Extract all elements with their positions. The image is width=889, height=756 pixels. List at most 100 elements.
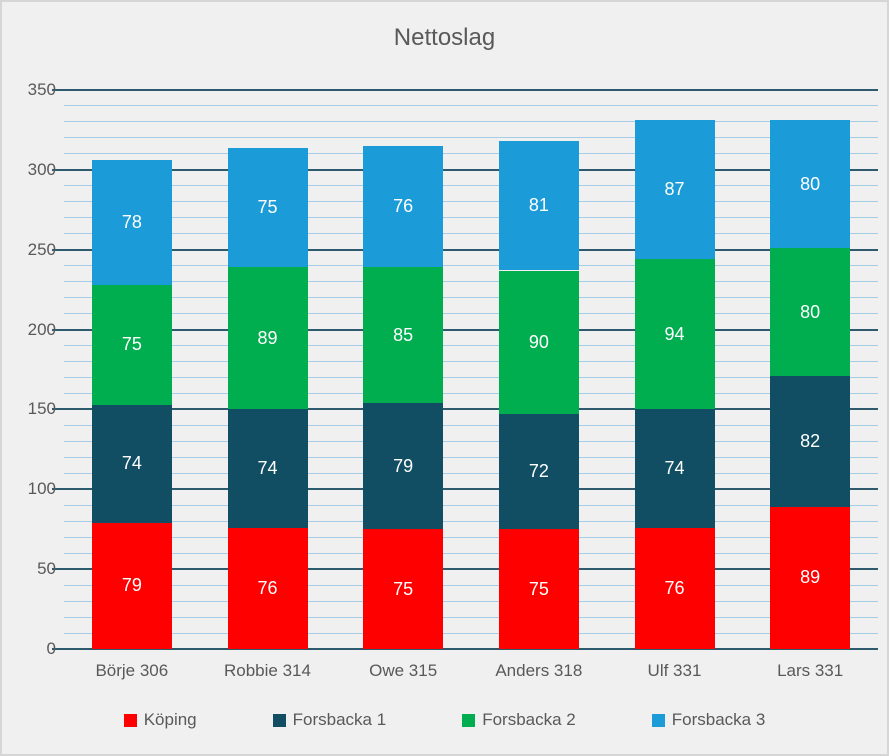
major-gridline [52, 488, 878, 491]
bar-segment[interactable]: 75 [91, 284, 172, 405]
minor-gridline [64, 377, 878, 378]
bar-segment[interactable]: 76 [227, 527, 308, 649]
data-label: 75 [528, 578, 549, 599]
bar-segment[interactable]: 90 [498, 270, 579, 415]
major-gridline [52, 248, 878, 251]
minor-gridline [64, 536, 878, 538]
data-label: 80 [800, 301, 821, 322]
minor-gridline [64, 201, 878, 203]
data-label: 81 [528, 195, 549, 216]
minor-gridline [64, 504, 878, 506]
data-label: 87 [664, 179, 685, 200]
bar-segment[interactable]: 75 [498, 529, 579, 649]
minor-gridline [64, 281, 878, 283]
legend-swatch-icon [462, 713, 476, 727]
major-gridline [52, 408, 878, 411]
data-label: 75 [257, 196, 278, 217]
major-gridline [52, 648, 878, 650]
legend-label: Köping [143, 710, 197, 729]
major-gridline [52, 168, 878, 171]
x-tick-label: Lars 331 [777, 661, 844, 680]
bar-segment[interactable]: 74 [227, 409, 308, 528]
minor-gridline [64, 424, 878, 426]
minor-gridline [64, 153, 878, 155]
legend-label: Forsbacka 3 [671, 710, 766, 729]
legend-item[interactable]: Köping [123, 710, 197, 730]
legend-swatch-icon [272, 713, 286, 727]
legend-swatch-icon [123, 713, 137, 727]
legend-item[interactable]: Forsbacka 3 [651, 710, 766, 730]
y-tick-label: 100 [27, 479, 56, 499]
bar-segment[interactable]: 76 [634, 527, 715, 649]
y-tick-label: 350 [27, 80, 56, 99]
data-label: 89 [257, 327, 278, 348]
minor-gridline [64, 552, 878, 554]
minor-gridline [64, 456, 878, 458]
x-tick-label: Robbie 314 [224, 661, 311, 680]
x-tick-label: Börje 306 [95, 661, 169, 680]
minor-gridline [64, 265, 878, 267]
minor-gridline [64, 632, 878, 634]
bar-segment[interactable]: 74 [634, 409, 715, 528]
minor-gridline [64, 392, 878, 394]
bar-segment[interactable]: 81 [498, 141, 579, 271]
x-tick-label: Ulf 331 [647, 661, 702, 680]
bar-segment[interactable]: 89 [770, 506, 851, 649]
y-tick-label: 200 [27, 319, 56, 339]
x-tick-label: Owe 315 [369, 661, 438, 680]
data-label: 78 [121, 212, 142, 233]
y-tick-label: 50 [37, 559, 56, 579]
minor-gridline [64, 137, 878, 139]
data-label: 75 [121, 334, 142, 355]
bar-segment[interactable]: 82 [770, 375, 851, 507]
bar-segment[interactable]: 76 [363, 145, 444, 268]
data-label: 85 [393, 324, 414, 345]
bar-segment[interactable]: 94 [634, 259, 715, 410]
minor-gridline [64, 313, 878, 315]
data-label: 76 [257, 577, 278, 598]
data-label: 74 [121, 453, 142, 474]
bar-segment[interactable]: 79 [91, 522, 172, 649]
legend-item[interactable]: Forsbacka 1 [272, 710, 387, 730]
bar-segment[interactable]: 85 [363, 267, 444, 404]
data-label: 79 [121, 575, 142, 596]
plot-area[interactable]: 0 50 100 150 200 250 300 350 79 74 75 78 76 74 89 75 75 7… [28, 80, 878, 658]
data-label: 79 [393, 455, 414, 476]
bar-segment[interactable]: 74 [91, 404, 172, 523]
data-label: 82 [800, 430, 821, 451]
major-gridline [52, 328, 878, 331]
minor-gridline [64, 297, 878, 299]
major-gridline [52, 89, 878, 91]
bar-segment[interactable]: 75 [227, 147, 308, 268]
legend-label: Forsbacka 1 [292, 710, 387, 729]
bar-segment[interactable]: 78 [91, 160, 172, 285]
minor-gridline [64, 217, 878, 219]
minor-gridline [64, 600, 878, 602]
minor-gridline [64, 520, 878, 522]
bar-segment[interactable]: 75 [363, 529, 444, 649]
legend-item[interactable]: Forsbacka 2 [462, 710, 576, 730]
y-tick-label: 0 [46, 639, 56, 658]
y-tick-label: 150 [27, 399, 56, 419]
minor-gridline [64, 105, 878, 107]
data-label: 72 [528, 461, 549, 482]
bar-segment[interactable]: 79 [363, 403, 444, 530]
data-label: 75 [393, 578, 414, 599]
bar-segment[interactable]: 80 [770, 120, 851, 249]
minor-gridline [64, 185, 878, 187]
minor-gridline [64, 121, 878, 123]
bar-segment[interactable]: 72 [498, 414, 579, 530]
data-label: 74 [257, 458, 278, 479]
major-gridline [52, 568, 878, 571]
legend: Köping Forsbacka 1 Forsbacka 2 Forsbacka 3 [2, 710, 887, 730]
minor-gridline [64, 616, 878, 618]
data-label: 76 [664, 577, 685, 598]
bar-segment[interactable]: 89 [227, 267, 308, 410]
x-tick-label: Anders 318 [495, 661, 583, 680]
legend-label: Forsbacka 2 [482, 710, 576, 729]
bar-segment[interactable]: 87 [634, 120, 715, 260]
y-tick-label: 300 [27, 159, 56, 179]
bar-segment[interactable]: 80 [770, 248, 851, 376]
